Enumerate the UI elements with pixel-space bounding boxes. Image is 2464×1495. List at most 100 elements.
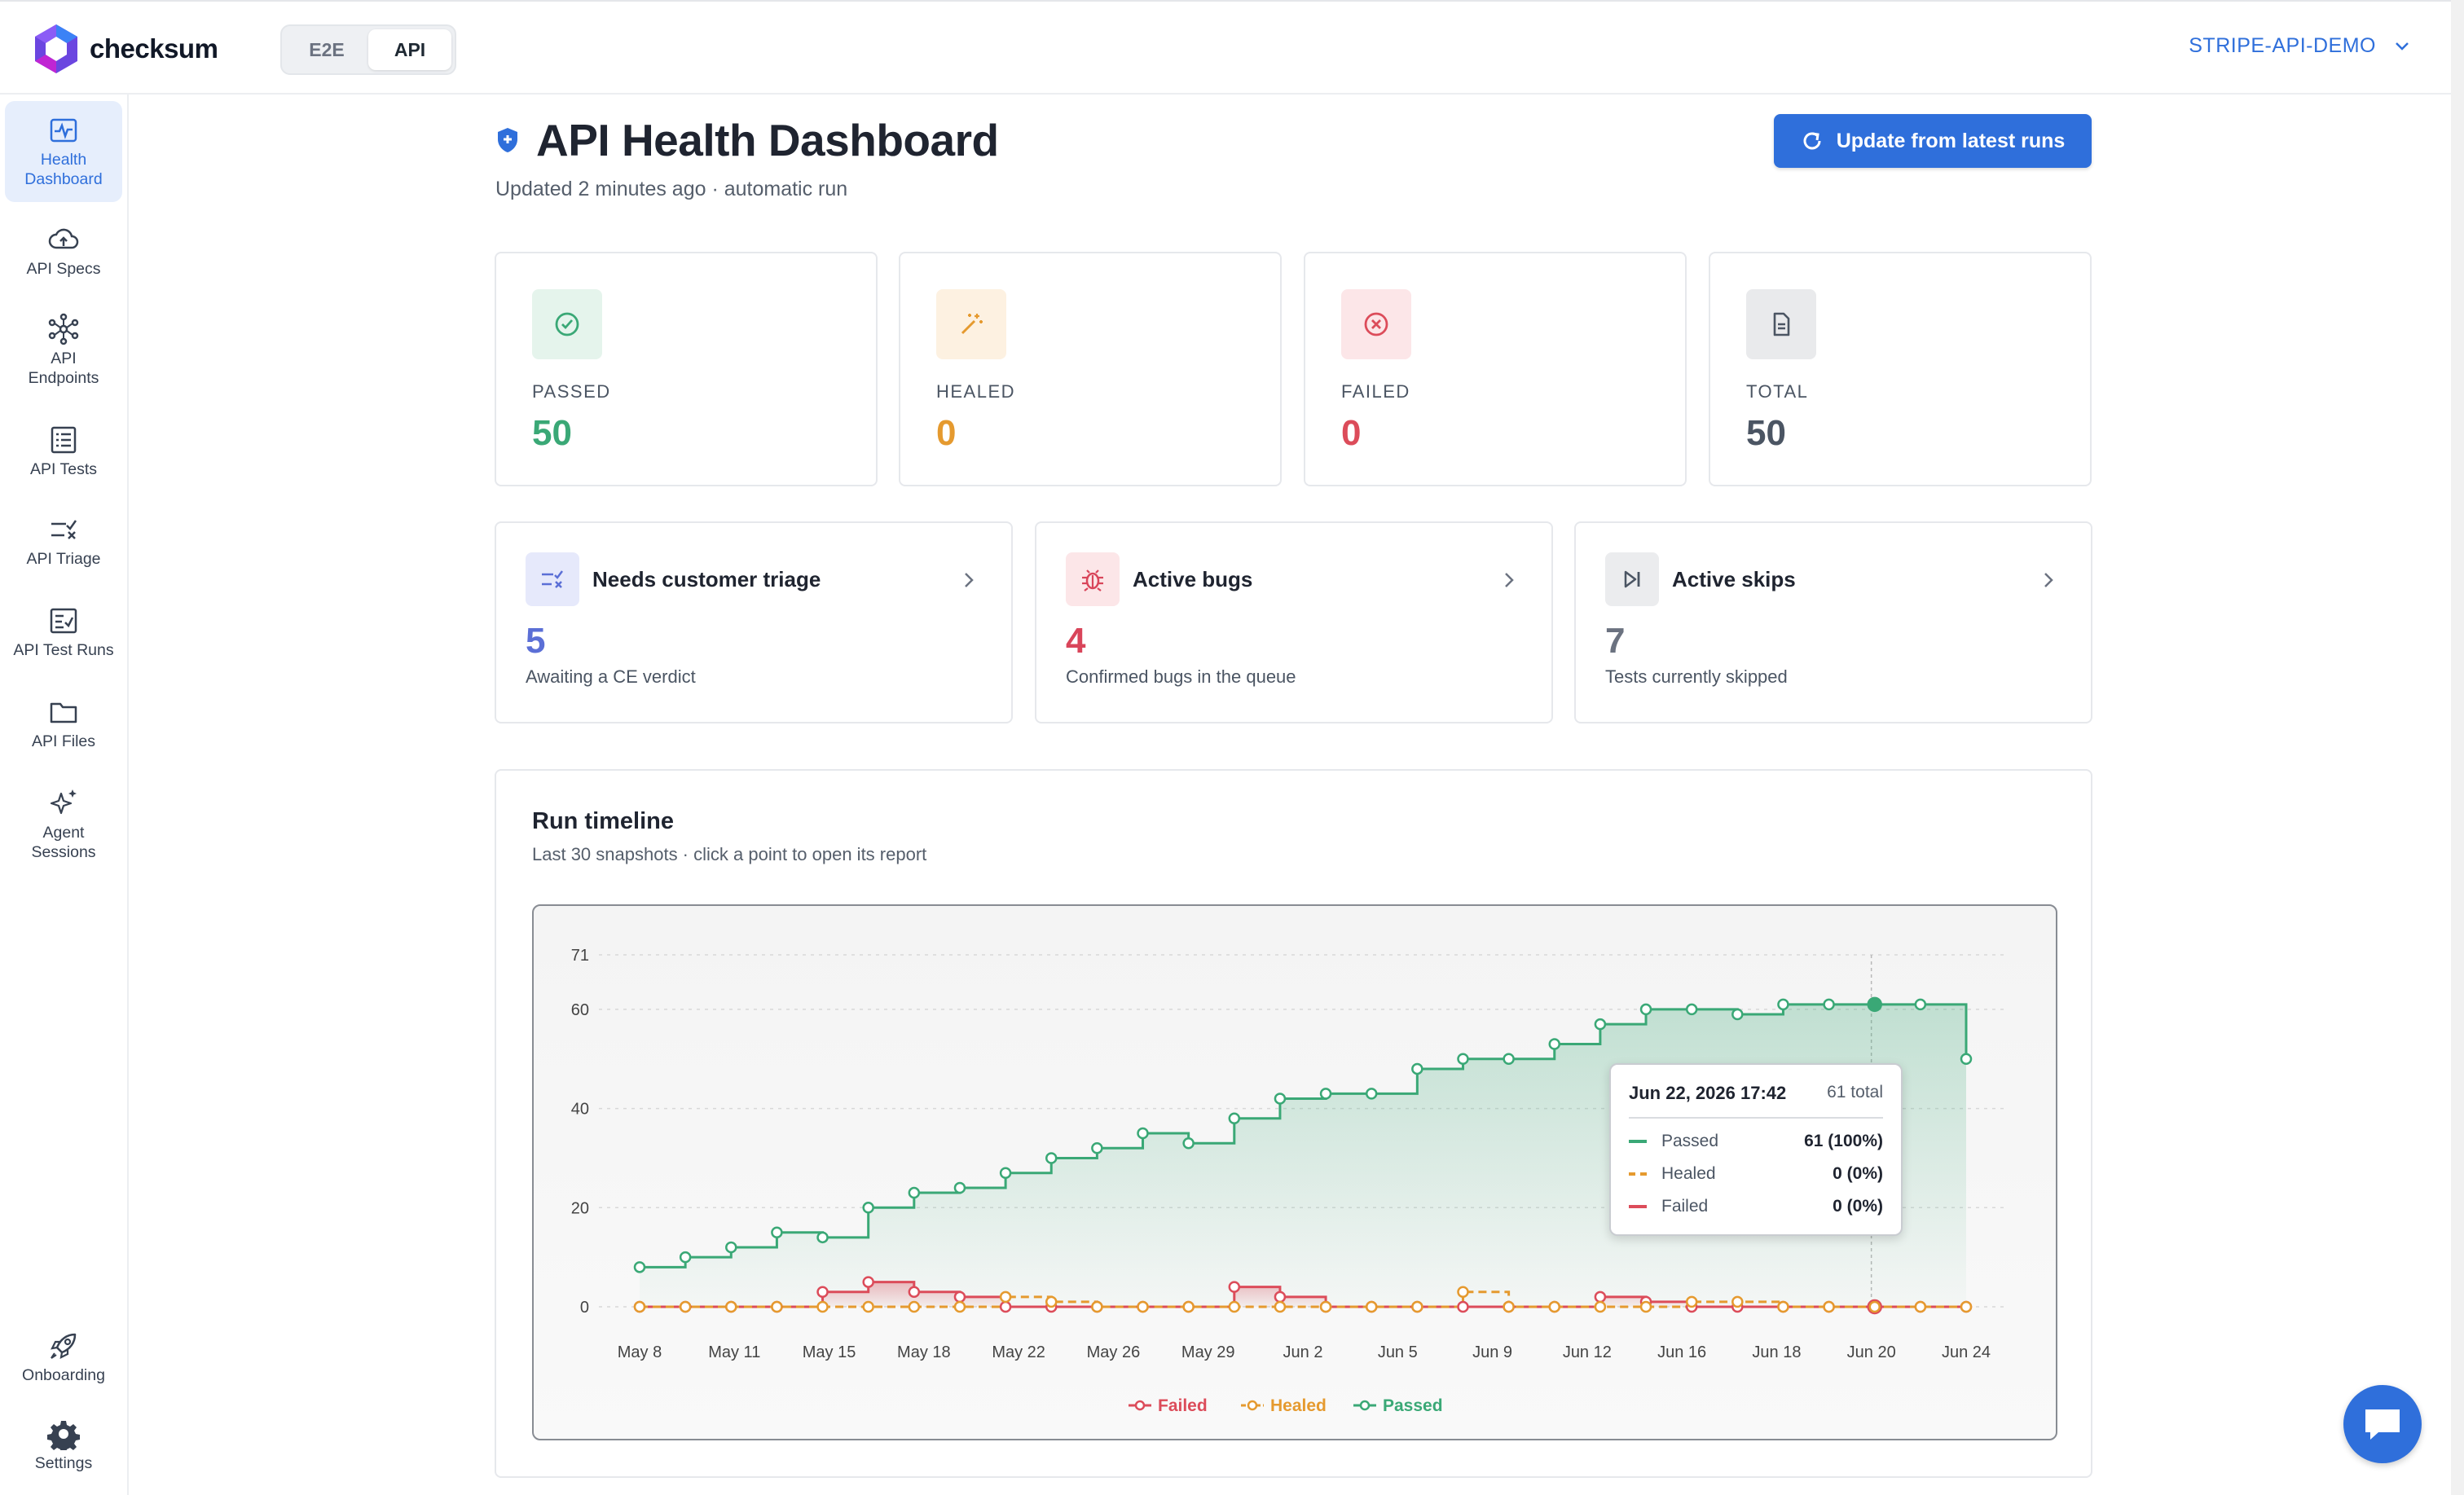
healed-point — [1365, 1300, 1378, 1313]
sidebar-item-label: Health Dashboard — [24, 151, 103, 188]
healed-point — [1639, 1300, 1652, 1313]
sidebar-item-api-specs[interactable]: API Specs — [5, 223, 122, 279]
passed-point — [1823, 998, 1835, 1011]
tooltip-row-value: 0 (0%) — [1833, 1164, 1883, 1183]
passed-point — [1867, 996, 1882, 1013]
shield-icon — [498, 128, 517, 152]
passed-point — [1914, 998, 1927, 1011]
legend-failed-label: Failed — [1158, 1396, 1208, 1415]
failed-point — [1594, 1291, 1607, 1304]
card-value: 5 — [526, 621, 546, 661]
card-active-bugs[interactable]: Active bugs 4 Confirmed bugs in the queu… — [1035, 521, 1553, 723]
sidebar-item-api-test-runs[interactable]: API Test Runs — [5, 605, 122, 660]
folder-icon — [50, 702, 77, 723]
sidebar-item-api-files[interactable]: API Files — [5, 696, 122, 751]
passed-point — [1091, 1142, 1103, 1154]
healed-point — [679, 1300, 692, 1313]
passed-point — [1274, 1093, 1287, 1105]
chart-tooltip: Jun 22, 2026 17:42 61 total Passed 61 (1… — [1609, 1063, 1903, 1236]
card-needs-customer-triage[interactable]: Needs customer triage 5 Awaiting a CE ve… — [495, 521, 1013, 723]
passed-point — [1228, 1112, 1241, 1125]
healed-point — [1503, 1300, 1515, 1313]
sidebar-item-label: Agent Sessions — [31, 824, 96, 861]
y-tick-label: 60 — [571, 1001, 589, 1019]
logo[interactable]: checksum — [33, 23, 218, 75]
stat-value: 0 — [1341, 413, 1362, 453]
passed-point — [1777, 998, 1789, 1011]
healed-point — [1457, 1286, 1469, 1298]
sidebar-item-health-dashboard[interactable]: Health Dashboard — [5, 101, 122, 202]
card-active-skips[interactable]: Active skips 7 Tests currently skipped — [1574, 521, 2092, 723]
x-tick-label: May 22 — [992, 1343, 1045, 1361]
stat-icon-wrap — [532, 289, 602, 359]
stat-label: FAILED — [1341, 381, 1410, 402]
stat-icon-wrap — [1341, 289, 1411, 359]
tooltip-row-healed: Healed 0 (0%) — [1629, 1164, 1883, 1184]
stat-value: 50 — [1746, 413, 1786, 453]
logo-text: checksum — [90, 33, 218, 64]
chevron-right-icon — [1505, 573, 1514, 587]
passed-point — [633, 1261, 646, 1273]
scrollbar[interactable] — [2451, 0, 2464, 1495]
healed-point — [999, 1291, 1012, 1304]
x-tick-label: Jun 2 — [1283, 1343, 1323, 1361]
failed-point — [862, 1276, 874, 1288]
sidebar-item-label: API Test Runs — [13, 641, 114, 659]
sidebar-item-settings[interactable]: Settings — [5, 1418, 122, 1473]
tooltip-header: Jun 22, 2026 17:42 61 total — [1629, 1083, 1883, 1104]
card-description: Awaiting a CE verdict — [526, 666, 696, 687]
sidebar-item-agent-sessions[interactable]: Agent Sessions — [5, 787, 122, 862]
failed-point — [1457, 1300, 1469, 1313]
triage-icon — [51, 520, 77, 539]
stat-card-failed: FAILED 0 — [1304, 252, 1687, 486]
tooltip-divider — [1629, 1117, 1883, 1119]
sidebar-item-api-triage[interactable]: API Triage — [5, 513, 122, 569]
info-icon-wrap — [1066, 552, 1120, 606]
project-selector[interactable]: STRIPE-API-DEMO — [2189, 34, 2410, 58]
sidebar-item-label: Settings — [34, 1454, 93, 1472]
gear-icon — [47, 1421, 80, 1450]
legend-passed-marker — [1359, 1400, 1371, 1411]
sidebar-item-api-tests[interactable]: API Tests — [5, 424, 122, 479]
legend-healed-marker — [1247, 1400, 1258, 1411]
document-icon — [1773, 312, 1790, 336]
legend-healed-label: Healed — [1270, 1396, 1327, 1415]
sidebar-item-api-endpoints[interactable]: API Endpoints — [5, 313, 122, 388]
healed-point — [1685, 1295, 1698, 1308]
stat-value: 0 — [936, 413, 957, 453]
passed-point — [1319, 1088, 1332, 1100]
sidebar-item-onboarding[interactable]: Onboarding — [5, 1330, 122, 1385]
healed-point — [633, 1300, 646, 1313]
passed-point — [1639, 1003, 1652, 1016]
healed-point — [1137, 1300, 1149, 1313]
card-title: Active bugs — [1133, 567, 1253, 591]
sidebar-item-label: API Triage — [26, 550, 101, 568]
passed-point — [953, 1181, 966, 1194]
tooltip-row-name: Healed — [1661, 1164, 1716, 1183]
healed-point — [1823, 1300, 1835, 1313]
healed-point — [1182, 1300, 1195, 1313]
stat-label: TOTAL — [1746, 381, 1809, 402]
healed-point — [1274, 1300, 1287, 1313]
sidebar-item-label: API Specs — [26, 260, 101, 278]
timeline-subtitle: Last 30 snapshots · click a point to ope… — [532, 844, 927, 864]
x-tick-label: May 26 — [1087, 1343, 1141, 1361]
failed-area — [640, 1282, 1966, 1307]
x-tick-label: May 18 — [897, 1343, 951, 1361]
mode-e2e-button[interactable]: E2E — [309, 38, 345, 60]
failed-point — [1274, 1291, 1287, 1304]
mode-api-button[interactable]: API — [368, 29, 451, 70]
chevron-right-icon — [965, 573, 974, 587]
passed-point — [1594, 1018, 1607, 1031]
x-tick-label: Jun 9 — [1472, 1343, 1512, 1361]
failed-point — [816, 1286, 829, 1298]
x-tick-label: Jun 24 — [1942, 1343, 1991, 1361]
stat-card-healed: HEALED 0 — [899, 252, 1282, 486]
card-description: Confirmed bugs in the queue — [1066, 666, 1296, 687]
legend-swatch — [1629, 1205, 1647, 1208]
card-title: Needs customer triage — [592, 567, 821, 591]
legend-passed-label: Passed — [1383, 1396, 1443, 1415]
timeline-title: Run timeline — [532, 808, 675, 834]
chat-button[interactable] — [2343, 1385, 2422, 1463]
update-from-latest-runs-button[interactable]: Update from latest runs — [1774, 114, 2092, 168]
